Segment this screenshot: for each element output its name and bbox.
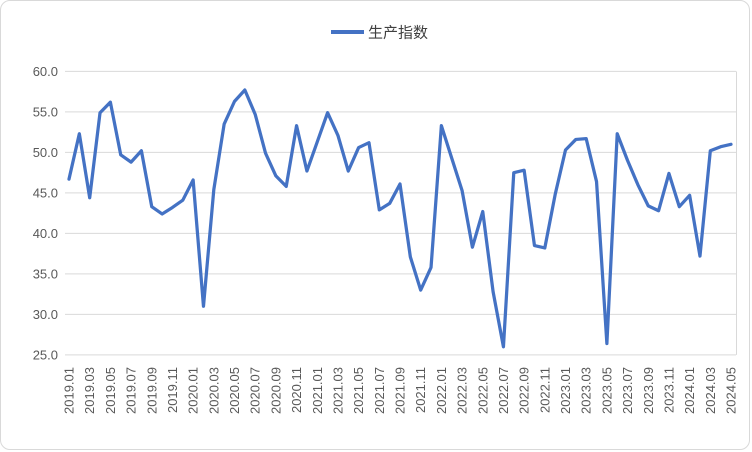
legend-label: 生产指数 [368,25,428,42]
x-tick-label: 2019.03 [82,367,97,414]
legend: 生产指数 [331,25,428,42]
x-tick-label: 2020.01 [186,367,201,414]
x-tick-label: 2021.05 [351,367,366,414]
x-tick-label: 2023.07 [620,367,635,414]
y-tick-label: 30.0 [33,307,58,322]
x-tick-label: 2022.07 [496,367,511,414]
y-tick-label: 45.0 [33,185,58,200]
x-tick-label: 2022.09 [517,367,532,414]
y-tick-label: 55.0 [33,104,58,119]
x-tick-label: 2020.03 [206,367,221,414]
x-tick-label: 2019.09 [144,367,159,414]
x-tick-label: 2019.05 [103,367,118,414]
x-tick-label: 2023.03 [579,367,594,414]
x-tick-label: 2019.01 [62,367,77,414]
x-tick-label: 2019.07 [124,367,139,414]
x-tick-label: 2024.05 [724,367,739,414]
x-tick-label: 2020.05 [227,367,242,414]
y-tick-label: 40.0 [33,226,58,241]
x-tick-label: 2020.09 [268,367,283,414]
x-tick-label: 2021.01 [310,367,325,414]
y-axis-tick-labels: 60.0 55.0 50.0 45.0 40.0 35.0 30.0 25.0 [33,64,58,362]
production-index-line [67,88,733,349]
x-tick-label: 2023.11 [661,367,676,413]
x-tick-label: 2024.01 [682,367,697,414]
x-tick-label: 2024.03 [703,367,718,414]
x-tick-label: 2023.01 [558,367,573,414]
y-tick-label: 60.0 [33,64,58,79]
x-tick-label: 2022.01 [434,367,449,414]
y-tick-label: 35.0 [33,266,58,281]
x-tick-label: 2023.09 [641,367,656,414]
series-group [67,88,733,349]
x-tick-label: 2021.07 [372,367,387,414]
x-tick-label: 2022.05 [475,367,490,414]
x-tick-label: 2022.03 [455,367,470,414]
x-tick-label: 2021.11 [413,367,428,413]
x-axis-tick-labels: 2019.01 2019.03 2019.05 2019.07 2019.09 2019.… [62,367,739,414]
x-tick-label: 2021.03 [330,367,345,414]
x-tick-label: 2022.11 [537,367,552,413]
y-tick-label: 25.0 [33,347,58,362]
x-tick-label: 2019.11 [165,367,180,413]
x-tick-label: 2020.07 [248,367,263,414]
y-tick-label: 50.0 [33,145,58,160]
x-tick-label: 2020.11 [289,367,304,413]
x-tick-label: 2023.05 [599,367,614,414]
x-tick-label: 2021.09 [393,367,408,414]
